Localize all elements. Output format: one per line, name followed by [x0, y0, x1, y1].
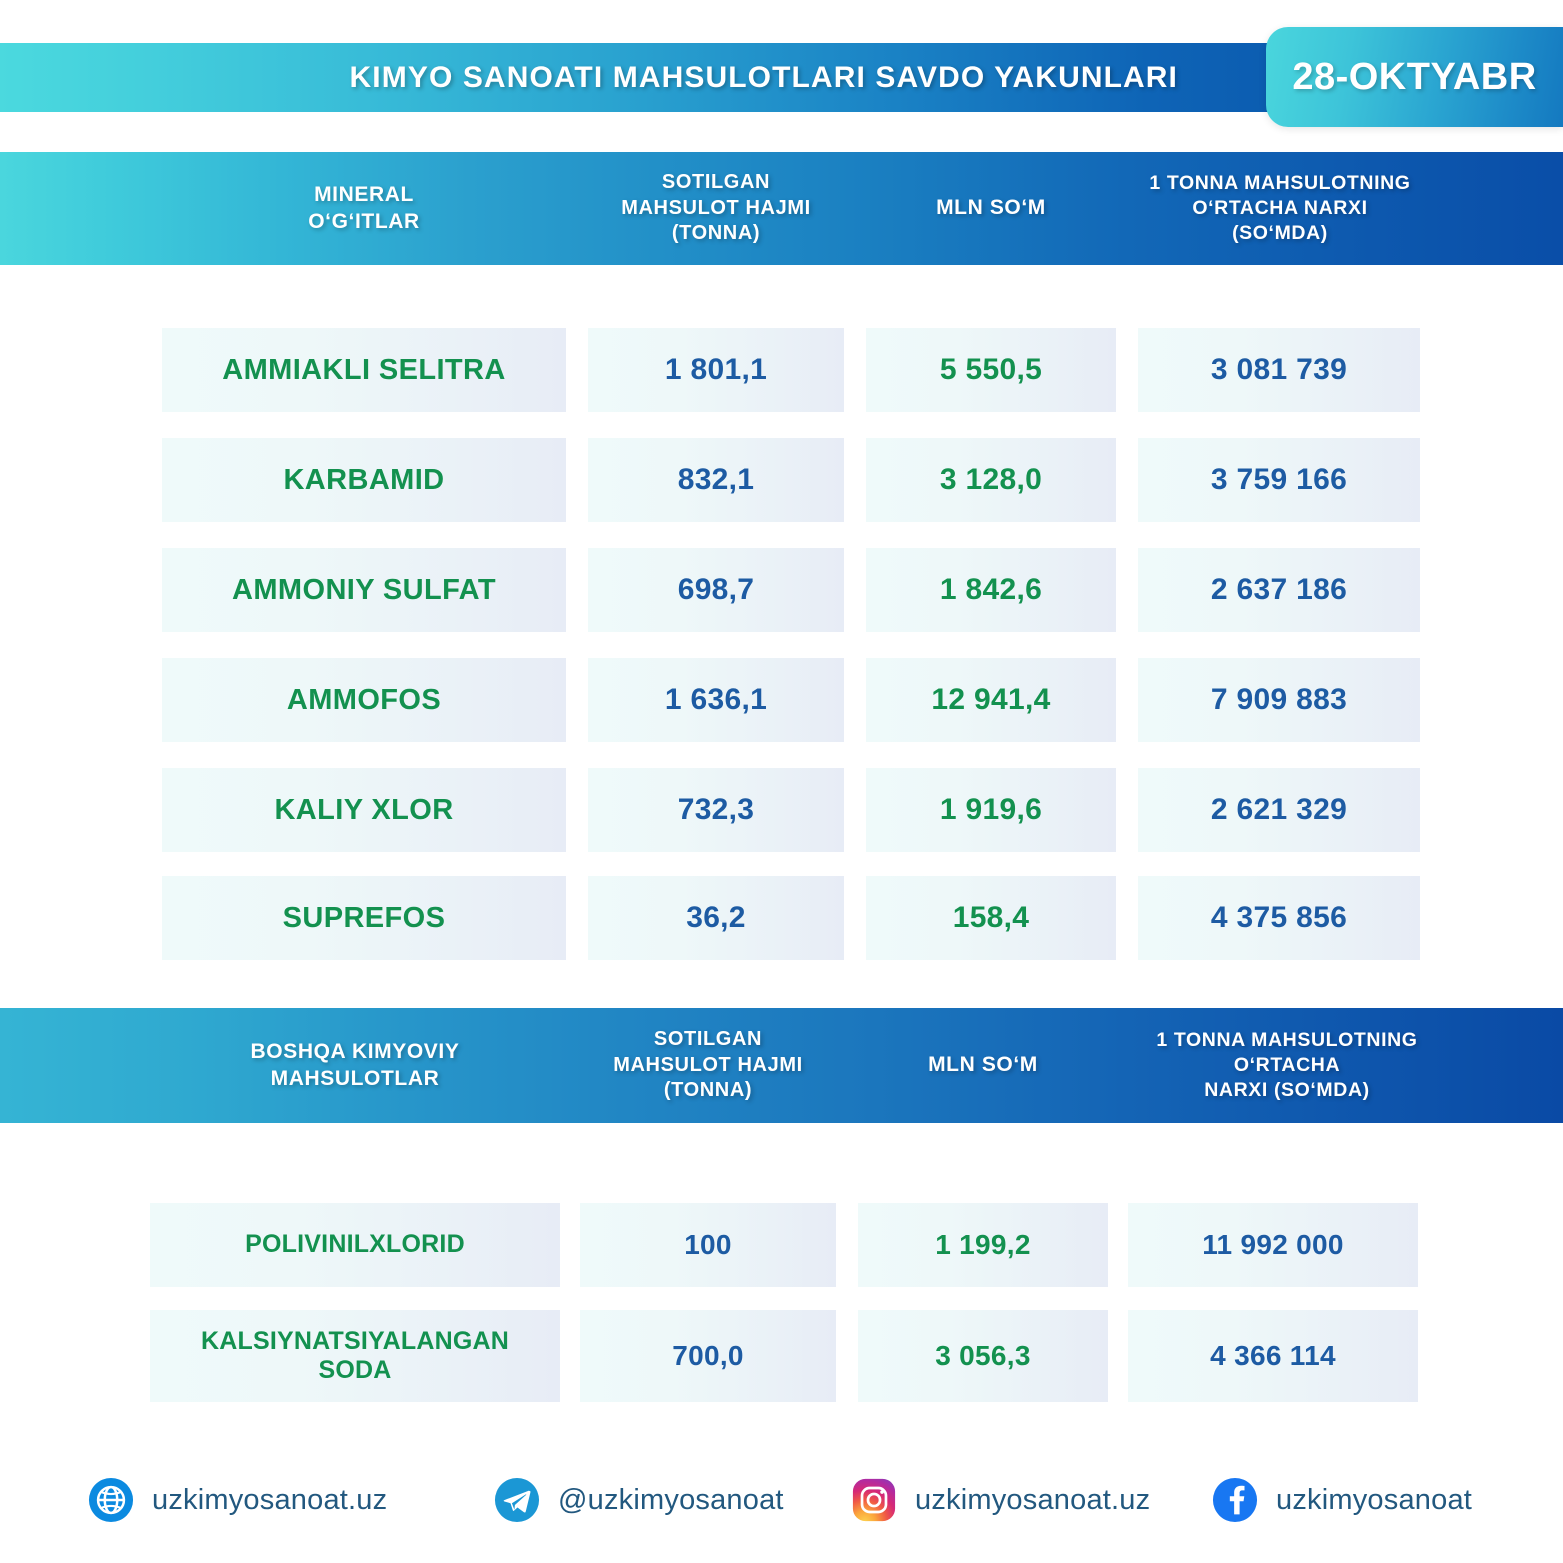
section1-header-bar: MINERAL O‘G‘ITLAR SOTILGAN MAHSULOT HAJM…: [0, 152, 1563, 265]
table-row: 3 056,3: [858, 1310, 1108, 1402]
section1-col4-line1: 1 TONNA MAHSULOTNING: [1149, 172, 1411, 195]
table-row: 4 366 114: [1128, 1310, 1418, 1402]
table-row: AMMIAKLI SELITRA: [162, 328, 566, 412]
table-row: 698,7: [588, 548, 844, 632]
table-row: AMMOFOS: [162, 658, 566, 742]
section1-col-mineral-fertilizers: MINERAL O‘G‘ITLAR: [162, 182, 566, 236]
table-row: 36,2: [588, 876, 844, 960]
title-bar: KIMYO SANOATI MAHSULOTLARI SAVDO YAKUNLA…: [0, 43, 1400, 112]
section2-col-volume: SOTILGAN MAHSULOT HAJMI (TONNA): [580, 1027, 836, 1104]
website-link[interactable]: uzkimyosanoat.uz: [88, 1477, 387, 1523]
section1-col1-line2: O‘G‘ITLAR: [308, 209, 420, 233]
telegram-icon: [494, 1477, 540, 1523]
section2-col1-line1: BOSHQA KIMYOVIY: [250, 1039, 460, 1063]
footer: uzkimyosanoat.uz @uzkimyosanoat: [0, 1462, 1563, 1538]
section1-col2-line3: (TONNA): [671, 222, 761, 245]
table-row: 700,0: [580, 1310, 836, 1402]
table-row: 732,3: [588, 768, 844, 852]
table-row: 158,4: [866, 876, 1116, 960]
table-row: 100: [580, 1203, 836, 1287]
table-row: 832,1: [588, 438, 844, 522]
facebook-link[interactable]: uzkimyosanoat: [1212, 1477, 1472, 1523]
table-row: 5 550,5: [866, 328, 1116, 412]
table-row: 3 128,0: [866, 438, 1116, 522]
table-row: 12 941,4: [866, 658, 1116, 742]
table-row: 2 637 186: [1138, 548, 1420, 632]
table-row: 11 992 000: [1128, 1203, 1418, 1287]
table-row: 3 081 739: [1138, 328, 1420, 412]
facebook-icon: [1212, 1477, 1258, 1523]
table-row: KALSIYNATSIYALANGAN SODA: [150, 1310, 560, 1402]
section1-col3-line1: MLN SO‘M: [936, 196, 1046, 220]
row-label-line1: KALSIYNATSIYALANGAN: [201, 1326, 509, 1355]
section2-col-other-chemicals: BOSHQA KIMYOVIY MAHSULOTLAR: [150, 1039, 560, 1093]
telegram-link[interactable]: @uzkimyosanoat: [494, 1477, 784, 1523]
table-row: SUPREFOS: [162, 876, 566, 960]
section2-col-mln-sum: MLN SO‘M: [858, 1052, 1108, 1079]
section2-col3-line1: MLN SO‘M: [928, 1053, 1038, 1077]
table-row: KALIY XLOR: [162, 768, 566, 852]
section1-col1-line1: MINERAL: [314, 182, 414, 206]
section2-col4-line1: 1 TONNA MAHSULOTNING: [1156, 1029, 1418, 1052]
globe-icon: [88, 1477, 134, 1523]
table-row: 2 621 329: [1138, 768, 1420, 852]
table-row: 3 759 166: [1138, 438, 1420, 522]
section1-col4-line2: O‘RTACHA NARXI: [1192, 197, 1368, 220]
section1-col-mln-sum: MLN SO‘M: [866, 195, 1116, 222]
instagram-label: uzkimyosanoat.uz: [915, 1483, 1151, 1516]
section2-col2-line3: (TONNA): [663, 1079, 753, 1102]
section2-col-avg-price: 1 TONNA MAHSULOTNING O‘RTACHA NARXI (SO‘…: [1128, 1028, 1446, 1103]
section2-col2-line1: SOTILGAN: [653, 1028, 763, 1051]
table-row: 1 636,1: [588, 658, 844, 742]
table-row: POLIVINILXLORID: [150, 1203, 560, 1287]
section2-col2-line2: MAHSULOT HAJMI: [613, 1053, 803, 1076]
section1-col-avg-price: 1 TONNA MAHSULOTNING O‘RTACHA NARXI (SO‘…: [1120, 171, 1440, 246]
instagram-icon: [852, 1478, 896, 1522]
table-row: 1 801,1: [588, 328, 844, 412]
date-badge: 28-OKTYABR: [1266, 27, 1563, 127]
table-row: 1 199,2: [858, 1203, 1108, 1287]
telegram-label: @uzkimyosanoat: [558, 1483, 784, 1516]
table-row: 1 919,6: [866, 768, 1116, 852]
date-badge-label: 28-OKTYABR: [1292, 55, 1537, 98]
section1-col2-line2: MAHSULOT HAJMI: [621, 196, 811, 219]
table-row: AMMONIY SULFAT: [162, 548, 566, 632]
section1-col-volume: SOTILGAN MAHSULOT HAJMI (TONNA): [588, 170, 844, 247]
section2-col1-line2: MAHSULOTLAR: [270, 1066, 440, 1090]
facebook-label: uzkimyosanoat: [1276, 1483, 1473, 1516]
section2-col4-line3: NARXI (SO‘MDA): [1204, 1078, 1370, 1101]
page-title: KIMYO SANOATI MAHSULOTLARI SAVDO YAKUNLA…: [349, 60, 1178, 94]
table-row: 7 909 883: [1138, 658, 1420, 742]
row-label-line2: SODA: [318, 1356, 392, 1384]
table-row: 4 375 856: [1138, 876, 1420, 960]
section2-header-bar: BOSHQA KIMYOVIY MAHSULOTLAR SOTILGAN MAH…: [0, 1008, 1563, 1123]
instagram-link[interactable]: uzkimyosanoat.uz: [851, 1477, 1150, 1523]
table-row: 1 842,6: [866, 548, 1116, 632]
section1-col2-line1: SOTILGAN: [661, 171, 771, 194]
section1-col4-line3: (SO‘MDA): [1232, 221, 1328, 244]
website-label: uzkimyosanoat.uz: [152, 1483, 388, 1516]
section2-col4-line2: O‘RTACHA: [1233, 1054, 1341, 1077]
table-row: KARBAMID: [162, 438, 566, 522]
